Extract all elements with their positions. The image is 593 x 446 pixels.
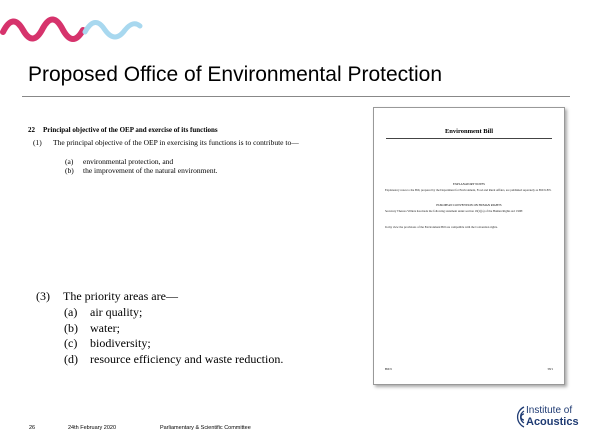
echr-text: Secretary Theresa Villiers has made the …: [385, 209, 553, 213]
notes-heading: EXPLANATORY NOTES: [374, 182, 564, 186]
item-label: (b): [65, 166, 74, 175]
echr-heading: EUROPEAN CONVENTION ON HUMAN RIGHTS: [374, 203, 564, 207]
priority-text: The priority areas are—: [63, 289, 178, 304]
item-text: environmental protection, and: [83, 157, 173, 166]
clause-number: (1): [33, 138, 42, 147]
doc-footer-left: Bill 9: [385, 367, 392, 371]
event: Parliamentary & Scientific Committee: [160, 425, 251, 431]
priority-label: (a): [64, 305, 77, 320]
date: 24th February 2020: [68, 425, 116, 431]
priority-label: (b): [64, 321, 78, 336]
notes-text: Explanatory notes to the Bill, prepared …: [385, 188, 553, 192]
document-page: Environment Bill EXPLANATORY NOTES Expla…: [373, 107, 565, 385]
priority-number: (3): [36, 289, 50, 304]
doc-title: Environment Bill: [374, 128, 564, 135]
wave-logo: [0, 0, 150, 50]
section-number: 22: [28, 126, 35, 134]
priority-item: resource efficiency and waste reduction.: [90, 352, 283, 367]
item-text: the improvement of the natural environme…: [83, 166, 218, 175]
statement: In my view the provisions of the Environ…: [385, 225, 553, 229]
priority-label: (d): [64, 352, 78, 367]
priority-item: air quality;: [90, 305, 142, 320]
item-label: (a): [65, 157, 73, 166]
doc-rule: [386, 138, 552, 139]
title-rule: [22, 96, 570, 97]
slide: Proposed Office of Environmental Protect…: [0, 0, 593, 446]
priority-label: (c): [64, 336, 77, 351]
priority-item: biodiversity;: [90, 336, 151, 351]
clause-text: The principal objective of the OEP in ex…: [53, 138, 338, 147]
logo-mark: [508, 404, 528, 430]
logo-line1: Institute of: [526, 405, 572, 416]
slide-title: Proposed Office of Environmental Protect…: [28, 63, 442, 87]
priority-item: water;: [90, 321, 120, 336]
page-number: 26: [29, 425, 35, 431]
section-heading: Principal objective of the OEP and exerc…: [43, 126, 218, 134]
doc-footer-right: 58/1: [548, 367, 553, 371]
logo-line2: Acoustics: [526, 416, 579, 428]
